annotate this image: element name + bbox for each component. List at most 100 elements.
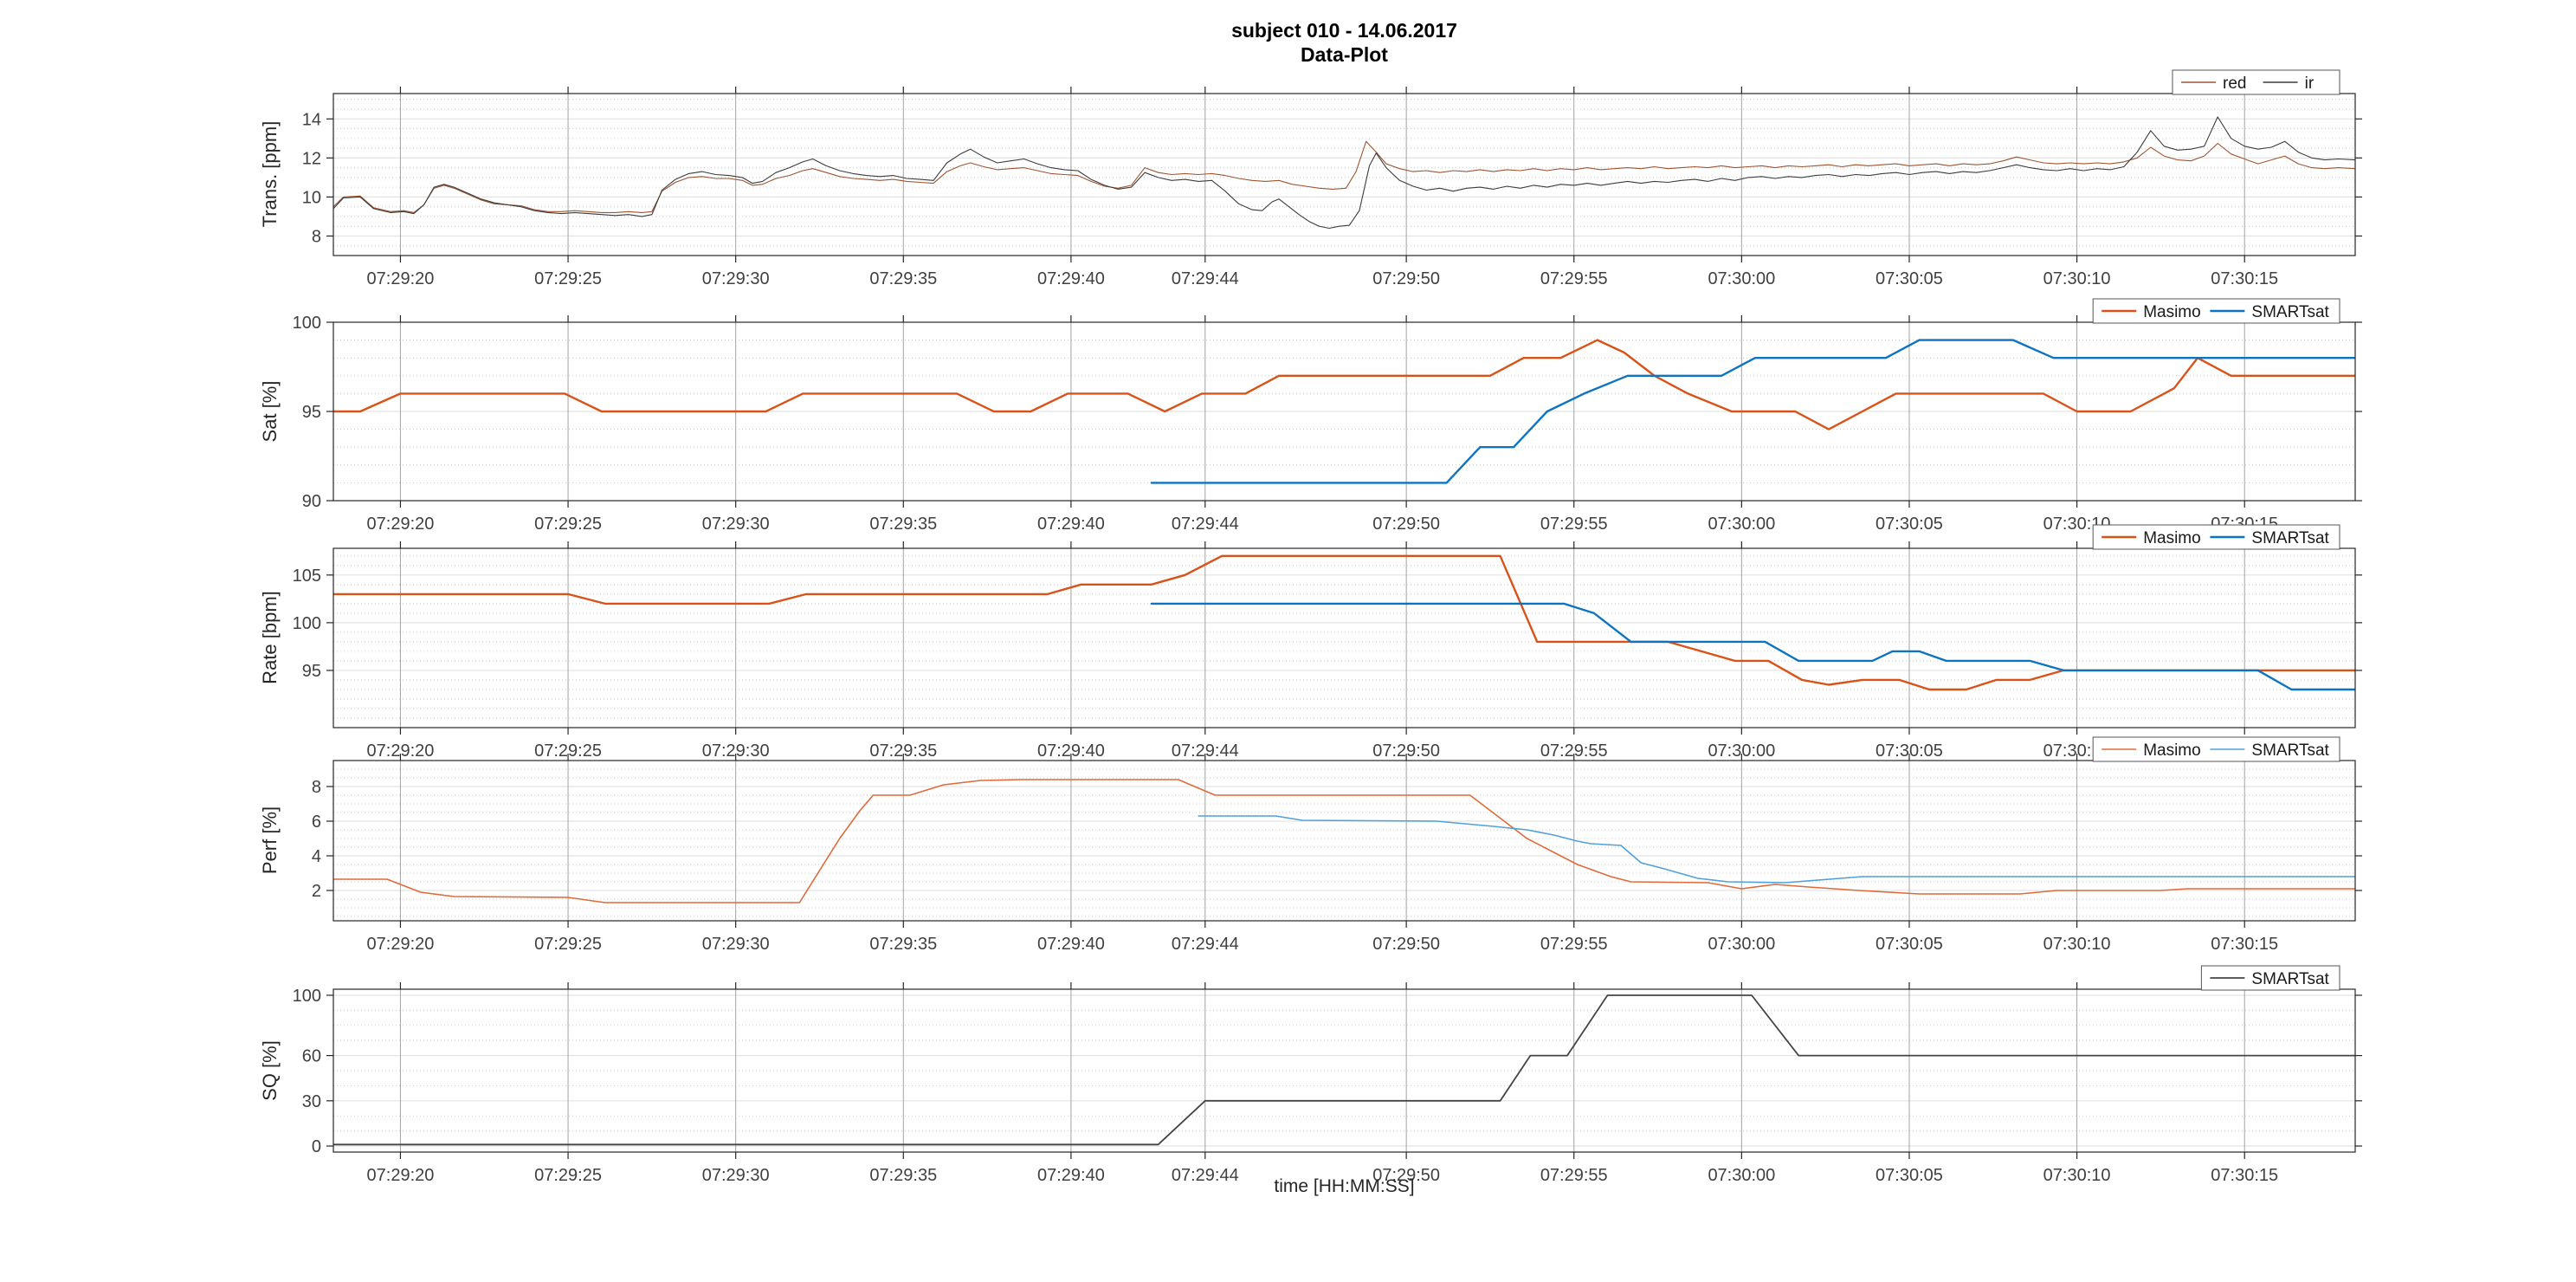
x-tick-label: 07:29:50 — [1372, 935, 1440, 954]
panel-sq-: 07:29:20 07:29:25 07:29:30 07:29:35 07:29:40… — [293, 965, 2362, 1185]
legend-label: Masimo — [2143, 529, 2201, 547]
x-axis-label: time [HH:MM:SS] — [1274, 1176, 1415, 1196]
plot-area — [333, 761, 2355, 921]
x-tick-label: 07:29:44 — [1172, 515, 1239, 534]
x-tick-label: 07:29:20 — [367, 269, 435, 288]
chart-subtitle: Data-Plot — [1301, 43, 1388, 66]
axes-border — [332, 547, 2356, 728]
legend-label: Masimo — [2143, 741, 2201, 760]
legend-label: SMARTsat — [2251, 529, 2329, 547]
x-tick-label: 07:29:35 — [869, 1166, 937, 1185]
panel-trans-ppm-: 07:29:20 07:29:25 07:29:30 07:29:35 07:29:40… — [302, 69, 2362, 288]
y-axis-label-perf: Perf [%] — [259, 806, 281, 875]
x-tick-label: 07:30:05 — [1876, 1166, 1943, 1185]
x-tick-label: 07:29:30 — [702, 269, 770, 288]
x-tick-label: 07:29:55 — [1540, 741, 1608, 761]
series-line-masimo — [333, 779, 2355, 903]
x-tick-label: 07:29:25 — [534, 269, 602, 288]
x-tick-label: 07:29:44 — [1172, 269, 1239, 288]
y-tick-label: 8 — [312, 778, 321, 797]
x-tick-label: 07:29:20 — [367, 935, 435, 954]
x-tick-label: 07:29:25 — [534, 515, 602, 534]
y-tick-label: 30 — [302, 1092, 321, 1111]
legend: red ir — [2172, 69, 2340, 95]
x-tick-label: 07:29:55 — [1540, 269, 1608, 288]
y-tick-label: 6 — [312, 813, 321, 832]
axes-border — [332, 93, 2356, 256]
x-tick-label: 07:30:15 — [2211, 1166, 2278, 1185]
x-tick-label: 07:29:40 — [1037, 515, 1105, 534]
y-tick-label: 10 — [302, 188, 321, 207]
x-tick-label: 07:29:25 — [534, 1166, 602, 1185]
y-tick-label: 2 — [312, 882, 321, 901]
chart-title: subject 010 - 14.06.2017 — [1231, 19, 1457, 42]
plot-area — [333, 548, 2355, 728]
legend-label: ir — [2305, 74, 2315, 93]
y-tick-label: 12 — [302, 149, 321, 168]
x-tick-label: 07:29:50 — [1372, 515, 1440, 534]
x-tick-label: 07:29:40 — [1037, 1166, 1105, 1185]
plot-area — [333, 94, 2355, 256]
x-tick-label: 07:30:00 — [1708, 1166, 1775, 1185]
x-tick-label: 07:30:00 — [1708, 741, 1775, 761]
x-tick-label: 07:30:05 — [1876, 935, 1943, 954]
y-tick-label: 100 — [293, 614, 321, 633]
x-tick-label: 07:29:55 — [1540, 515, 1608, 534]
panel-rate-bpm-: 07:29:20 07:29:25 07:29:30 07:29:35 07:29:40… — [293, 524, 2362, 761]
x-tick-label: 07:29:50 — [1372, 741, 1440, 761]
x-tick-label: 07:29:44 — [1172, 741, 1239, 761]
x-tick-label: 07:30:10 — [2043, 935, 2111, 954]
y-tick-label: 100 — [293, 987, 321, 1006]
x-tick-label: 07:29:44 — [1172, 935, 1239, 954]
series-line-ir — [333, 116, 2355, 230]
series-line-smartsat — [1150, 339, 2355, 484]
x-tick-label: 07:30:00 — [1708, 269, 1775, 288]
x-tick-label: 07:30:10 — [2043, 269, 2111, 288]
x-tick-label: 07:30:15 — [2211, 269, 2278, 288]
x-tick-label: 07:29:40 — [1037, 935, 1105, 954]
x-tick-label: 07:29:35 — [869, 515, 937, 534]
y-axis-label-sq: SQ [%] — [259, 1040, 281, 1101]
series-line-masimo — [333, 554, 2355, 691]
x-tick-label: 07:29:55 — [1540, 1166, 1608, 1185]
x-tick-label: 07:29:35 — [869, 935, 937, 954]
legend: SMARTsat — [2200, 965, 2340, 991]
x-tick-label: 07:30:00 — [1708, 935, 1775, 954]
legend-label: red — [2223, 74, 2246, 93]
legend-label: SMARTsat — [2251, 303, 2329, 321]
x-tick-label: 07:29:30 — [702, 1166, 770, 1185]
y-tick-label: 0 — [312, 1137, 321, 1156]
x-tick-label: 07:29:55 — [1540, 935, 1608, 954]
x-tick-label: 07:29:35 — [869, 741, 937, 761]
x-tick-label: 07:30:15 — [2211, 935, 2278, 954]
y-tick-label: 4 — [312, 847, 321, 866]
x-tick-label: 07:29:30 — [702, 935, 770, 954]
x-tick-label: 07:29:40 — [1037, 741, 1105, 761]
y-axis-label-sat: Sat [%] — [259, 380, 281, 443]
x-tick-label: 07:30:05 — [1876, 269, 1943, 288]
x-tick-label: 07:29:35 — [869, 269, 937, 288]
axes-border — [332, 760, 2356, 922]
series-line-smartsat — [1198, 815, 2355, 884]
x-tick-label: 07:30:05 — [1876, 741, 1943, 761]
x-tick-label: 07:29:20 — [367, 1166, 435, 1185]
series-line-masimo — [333, 339, 2355, 431]
y-axis-label-trans: Trans. [ppm] — [259, 120, 281, 228]
y-tick-label: 95 — [302, 662, 321, 681]
legend-label: SMARTsat — [2251, 970, 2329, 988]
y-tick-label: 95 — [302, 403, 321, 422]
x-tick-label: 07:29:44 — [1172, 1166, 1239, 1185]
x-tick-label: 07:30:00 — [1708, 515, 1775, 534]
y-tick-label: 100 — [293, 314, 321, 333]
y-tick-label: 105 — [293, 567, 321, 586]
x-tick-label: 07:29:25 — [534, 741, 602, 761]
x-tick-label: 07:29:40 — [1037, 269, 1105, 288]
legend: Masimo SMARTsat — [2092, 298, 2340, 324]
plot-area — [333, 989, 2355, 1152]
x-tick-label: 07:29:20 — [367, 741, 435, 761]
panel-perf-: 07:29:20 07:29:25 07:29:30 07:29:35 07:29:40… — [312, 736, 2362, 954]
x-tick-label: 07:29:50 — [1372, 269, 1440, 288]
y-tick-label: 8 — [312, 227, 321, 246]
x-tick-label: 07:29:25 — [534, 935, 602, 954]
